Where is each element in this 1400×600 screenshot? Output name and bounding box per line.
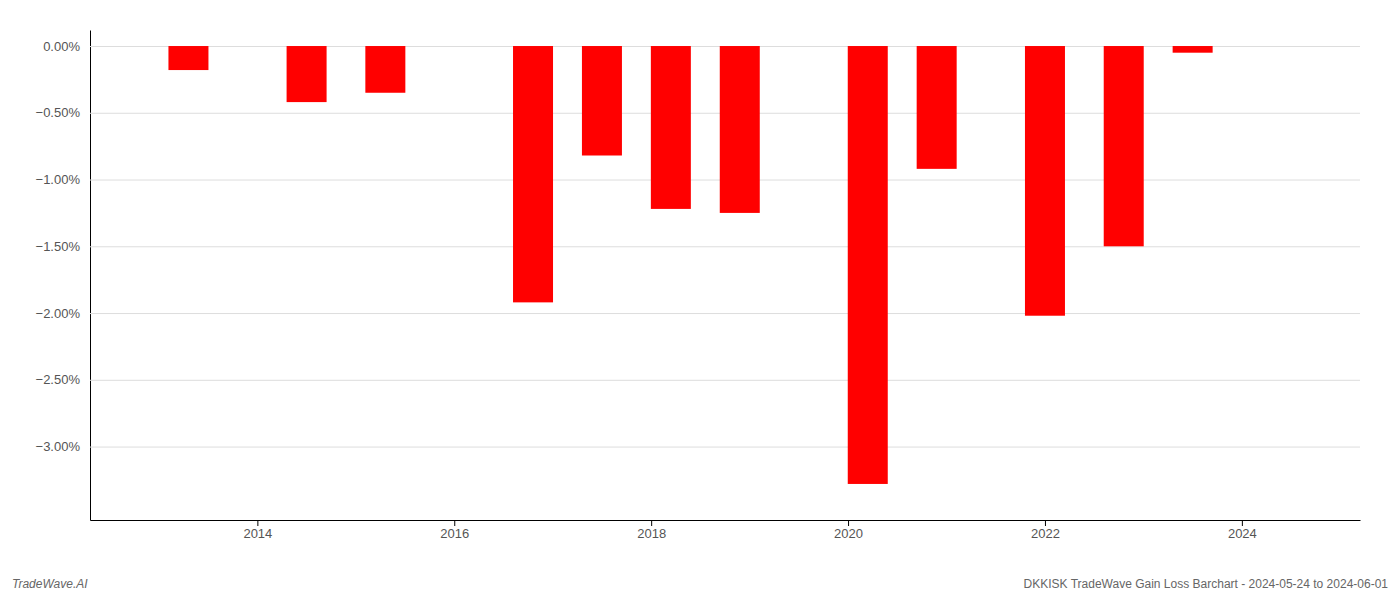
bar	[1104, 46, 1144, 246]
x-tick-mark	[454, 520, 455, 526]
bar	[365, 46, 405, 93]
x-tick-mark	[1242, 520, 1243, 526]
x-tick-label: 2022	[1031, 526, 1060, 541]
bar	[1173, 46, 1213, 53]
x-tick: 2022	[1031, 520, 1060, 541]
bar	[917, 46, 957, 169]
x-tick: 2024	[1228, 520, 1257, 541]
x-tick-mark	[848, 520, 849, 526]
bar	[513, 46, 553, 302]
x-tick-mark	[257, 520, 258, 526]
x-tick-mark	[1045, 520, 1046, 526]
bar	[651, 46, 691, 209]
y-tick: −1.00%	[36, 172, 1360, 187]
y-tick-label: −2.00%	[36, 306, 81, 321]
y-tick: −2.50%	[36, 372, 1360, 387]
x-tick-label: 2024	[1228, 526, 1257, 541]
y-tick: −3.00%	[36, 439, 1360, 454]
x-axis-line	[91, 520, 1361, 521]
y-tick-label: −1.50%	[36, 239, 81, 254]
x-tick-mark	[651, 520, 652, 526]
bar	[1025, 46, 1065, 316]
x-tick: 2020	[834, 520, 863, 541]
y-axis: 0.00% −0.50% −1.00% −1.50% −2.00% −2.50% −3.00…	[36, 31, 1360, 521]
plot-area: 0.00% −0.50% −1.00% −1.50% −2.00% −2.50% −3.00…	[36, 31, 1361, 542]
y-tick-label: −1.00%	[36, 172, 81, 187]
grid-line	[90, 313, 1360, 314]
grid-line	[90, 447, 1360, 448]
y-tick-label: −0.50%	[36, 105, 81, 120]
bar	[582, 46, 622, 155]
x-tick-label: 2018	[637, 526, 666, 541]
x-tick: 2018	[637, 520, 666, 541]
footer-right: DKKISK TradeWave Gain Loss Barchart - 20…	[1024, 577, 1389, 591]
grid-line	[90, 246, 1360, 247]
x-axis: 2014 2016 2018 2020 2022 2024	[91, 520, 1361, 541]
y-tick: −0.50%	[36, 105, 1360, 120]
chart: 0.00% −0.50% −1.00% −1.50% −2.00% −2.50% −3.00…	[0, 0, 1400, 600]
y-tick-label: 0.00%	[43, 39, 80, 54]
x-tick-label: 2020	[834, 526, 863, 541]
y-tick: −1.50%	[36, 239, 1360, 254]
y-tick: −2.00%	[36, 306, 1360, 321]
y-tick-label: −3.00%	[36, 439, 81, 454]
bar	[287, 46, 327, 102]
y-tick-label: −2.50%	[36, 372, 81, 387]
bar	[848, 46, 888, 484]
x-tick-label: 2014	[243, 526, 272, 541]
x-tick: 2016	[440, 520, 469, 541]
x-tick-label: 2016	[440, 526, 469, 541]
bar	[168, 46, 208, 70]
grid-line	[90, 380, 1360, 381]
y-tick: 0.00%	[43, 39, 1360, 54]
bar	[720, 46, 760, 213]
x-tick: 2014	[243, 520, 272, 541]
footer-left: TradeWave.AI	[12, 577, 88, 591]
bars	[168, 46, 1212, 484]
